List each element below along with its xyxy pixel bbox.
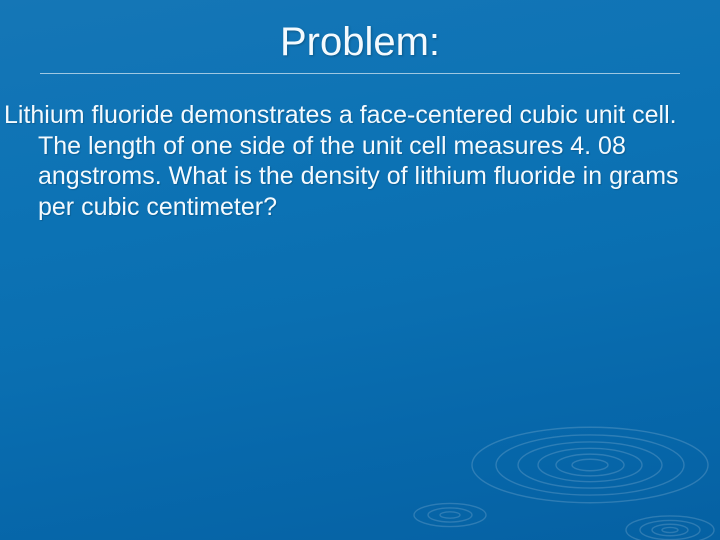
ripple-decoration: [300, 300, 720, 540]
slide-title: Problem:: [0, 0, 720, 73]
body-paragraph: Lithium fluoride demonstrates a face-cen…: [4, 100, 694, 222]
title-underline: [40, 73, 680, 74]
slide-body: Lithium fluoride demonstrates a face-cen…: [0, 100, 720, 222]
presentation-slide: Problem: Lithium fluoride demonstrates a…: [0, 0, 720, 540]
